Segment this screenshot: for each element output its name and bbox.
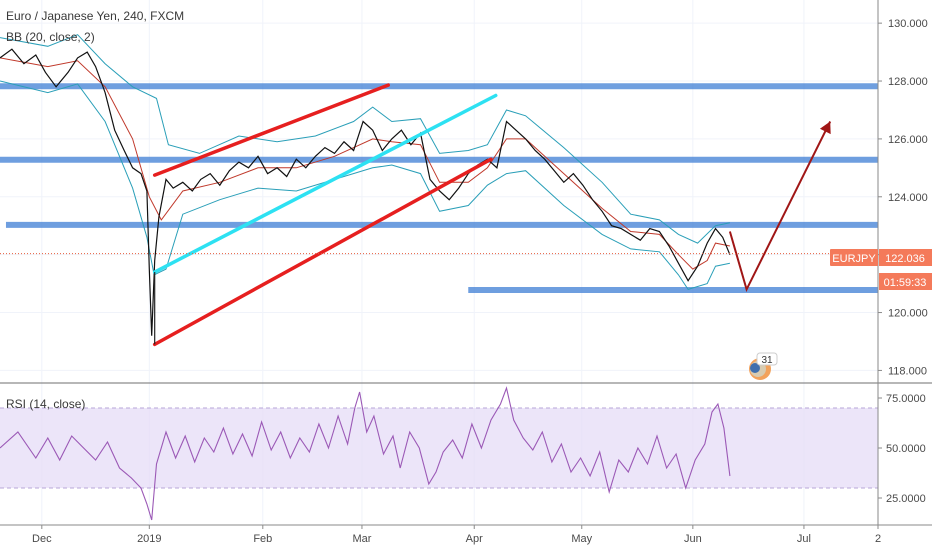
time-tick-label: Feb: [253, 533, 272, 545]
rsi-tick-label: 50.0000: [886, 443, 926, 455]
price-series: [0, 48, 731, 336]
time-tick-label: 2: [875, 533, 881, 545]
rsi-indicator-label[interactable]: RSI (14, close): [6, 397, 85, 411]
time-tick-label: 2019: [137, 533, 161, 545]
rsi-tick-label: 25.0000: [886, 493, 926, 505]
countdown-tag-text: 01:59:33: [884, 277, 927, 289]
bb-indicator-label[interactable]: BB (20, close, 2): [6, 30, 95, 44]
trendlines[interactable]: [152, 83, 498, 347]
price-tick-label: 120.000: [888, 308, 928, 320]
price-tick-label: 130.000: [888, 18, 928, 30]
rsi-series: [0, 386, 731, 521]
price-tag: [879, 249, 932, 266]
rsi-axis[interactable]: 75.0000 50.0000 25.0000: [878, 393, 926, 505]
event-badge-count: 31: [761, 355, 773, 366]
horizontal-levels[interactable]: [0, 83, 878, 293]
rsi-panel: [0, 386, 878, 521]
price-tick-label: 124.000: [888, 192, 928, 204]
trendline-3[interactable]: [152, 93, 498, 274]
symbol-tag: [830, 249, 878, 266]
projection-arrow[interactable]: [728, 121, 832, 293]
bollinger-upper-band: [0, 34, 730, 244]
time-tick-label: Mar: [352, 533, 371, 545]
time-tick-label: Apr: [466, 533, 483, 545]
trendline-2[interactable]: [152, 157, 493, 347]
price-tick-label: 128.000: [888, 76, 928, 88]
symbol-tag-text: EURJPY: [832, 253, 876, 265]
event-icon-center: [750, 363, 760, 373]
chart-title: Euro / Japanese Yen, 240, FXCM: [6, 9, 184, 23]
rsi-tick-label: 75.0000: [886, 393, 926, 405]
time-axis[interactable]: Dec 2019 Feb Mar Apr May Jun Jul 2: [32, 525, 881, 545]
countdown-tag: [879, 273, 932, 290]
price-badge: EURJPY 122.036 01:59:33: [830, 249, 932, 290]
time-tick-label: Jul: [797, 533, 811, 545]
bollinger-lower-band: [0, 80, 730, 290]
projection-arrowhead: [819, 121, 831, 135]
time-tick-label: Jun: [684, 533, 702, 545]
price-tag-text: 122.036: [885, 253, 925, 265]
time-tick-label: Dec: [32, 533, 52, 545]
trendline-1[interactable]: [152, 83, 390, 177]
price-tick-label: 118.000: [888, 365, 927, 377]
time-tick-label: May: [571, 533, 592, 545]
event-badge: [756, 352, 778, 366]
price-tick-label: 126.000: [888, 134, 928, 146]
event-icon[interactable]: 31: [749, 352, 778, 380]
rsi-band: [0, 408, 878, 488]
